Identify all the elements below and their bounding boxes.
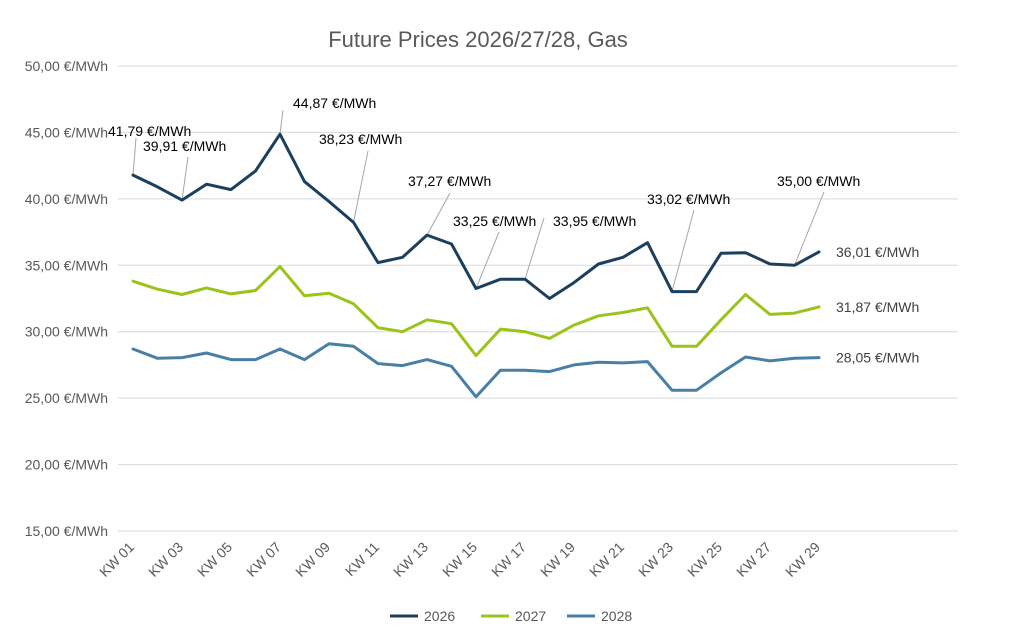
series-lines	[131, 132, 821, 399]
y-tick-label: 40,00 €/MWh	[25, 191, 108, 207]
leader-line	[524, 217, 545, 280]
y-tick-label: 30,00 €/MWh	[25, 324, 108, 340]
data-label: 39,91 €/MWh	[143, 138, 226, 154]
x-tick-label: KW 15	[439, 539, 480, 580]
y-tick-label: 20,00 €/MWh	[25, 457, 108, 473]
data-label: 44,87 €/MWh	[293, 95, 376, 111]
y-tick-label: 35,00 €/MWh	[25, 257, 108, 273]
x-axis-ticks: KW 01 KW 03 KW 05 KW 07 KW 09 KW 11 KW 13 KW 15…	[96, 539, 823, 580]
series-line-2026	[131, 132, 821, 300]
data-label: 33,95 €/MWh	[553, 213, 636, 229]
y-axis-ticks: 15,00 €/MWh 20,00 €/MWh 25,00 €/MWh 30,00 €…	[25, 58, 108, 539]
leader-line	[794, 191, 825, 266]
series-line-2027	[131, 265, 821, 358]
x-tick-label: KW 19	[537, 539, 578, 580]
x-tick-label: KW 07	[243, 539, 284, 580]
x-tick-label: KW 13	[390, 539, 431, 580]
leader-line	[132, 137, 137, 176]
legend-label-2026: 2026	[424, 608, 455, 624]
data-label: 37,27 €/MWh	[408, 173, 491, 189]
end-label-2026: 36,01 €/MWh	[836, 244, 919, 260]
data-label: 35,00 €/MWh	[777, 173, 860, 189]
data-label: 33,25 €/MWh	[453, 213, 536, 229]
x-tick-label: KW 27	[733, 539, 774, 580]
leader-line	[671, 209, 695, 292]
x-tick-label: KW 17	[488, 539, 529, 580]
chart-title: Future Prices 2026/27/28, Gas	[328, 27, 628, 52]
legend-label-2027: 2027	[515, 608, 546, 624]
legend: 2026 2027 2028	[390, 608, 632, 624]
gridlines	[118, 65, 958, 532]
y-tick-label: 45,00 €/MWh	[25, 124, 108, 140]
y-tick-label: 15,00 €/MWh	[25, 523, 108, 539]
leader-line	[279, 109, 284, 135]
leader-line	[353, 150, 369, 223]
x-tick-label: KW 29	[782, 539, 823, 580]
x-tick-label: KW 25	[684, 539, 725, 580]
leader-line	[475, 231, 500, 289]
end-label-2027: 31,87 €/MWh	[836, 299, 919, 315]
x-tick-label: KW 03	[145, 539, 186, 580]
data-label-leaders	[132, 109, 825, 292]
y-tick-label: 50,00 €/MWh	[25, 58, 108, 74]
x-tick-label: KW 01	[96, 539, 137, 580]
data-label: 41,79 €/MWh	[108, 123, 191, 139]
y-tick-label: 25,00 €/MWh	[25, 390, 108, 406]
end-label-2028: 28,05 €/MWh	[836, 350, 919, 366]
series-line-2028	[131, 342, 821, 399]
x-tick-label: KW 05	[194, 539, 235, 580]
x-tick-label: KW 09	[292, 539, 333, 580]
legend-label-2028: 2028	[601, 608, 632, 624]
x-tick-label: KW 23	[635, 539, 676, 580]
x-tick-label: KW 11	[342, 539, 382, 579]
data-label: 33,02 €/MWh	[647, 191, 730, 207]
data-label: 38,23 €/MWh	[319, 131, 402, 147]
leader-line	[426, 192, 451, 236]
leader-line	[181, 156, 189, 201]
x-tick-label: KW 21	[586, 539, 627, 580]
